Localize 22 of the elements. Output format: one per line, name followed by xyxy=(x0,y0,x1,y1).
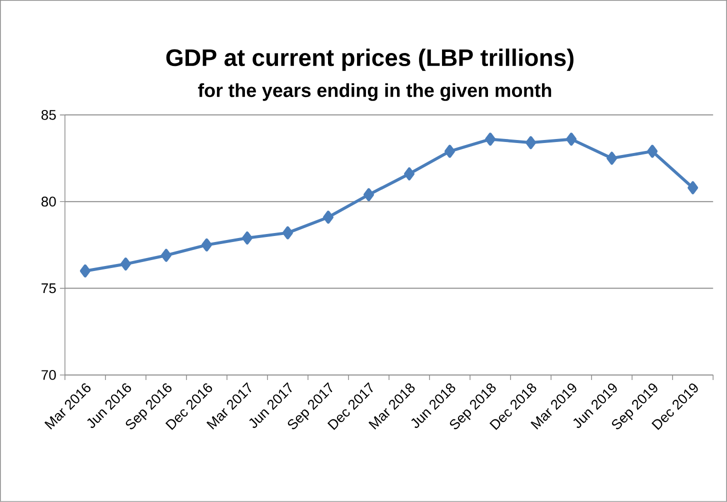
chart-title: GDP at current prices (LBP trillions) xyxy=(166,48,574,71)
point xyxy=(120,258,131,271)
point xyxy=(201,238,212,252)
y-tick-label: 70 xyxy=(42,370,56,380)
point xyxy=(688,181,698,194)
point xyxy=(647,144,658,158)
point xyxy=(485,132,496,146)
point xyxy=(526,136,536,150)
point xyxy=(322,210,334,224)
y-tick-label: 85 xyxy=(42,110,56,120)
y-tick-label: 80 xyxy=(42,196,56,207)
point xyxy=(80,264,90,278)
point xyxy=(606,152,618,165)
point xyxy=(566,132,577,146)
point xyxy=(160,248,172,262)
point xyxy=(444,144,456,158)
point xyxy=(242,232,252,245)
chart-subtitle: for the years ending in the given month xyxy=(198,83,552,101)
point xyxy=(282,226,293,240)
point xyxy=(364,188,374,202)
point xyxy=(404,167,415,180)
y-tick-label: 75 xyxy=(42,283,56,294)
